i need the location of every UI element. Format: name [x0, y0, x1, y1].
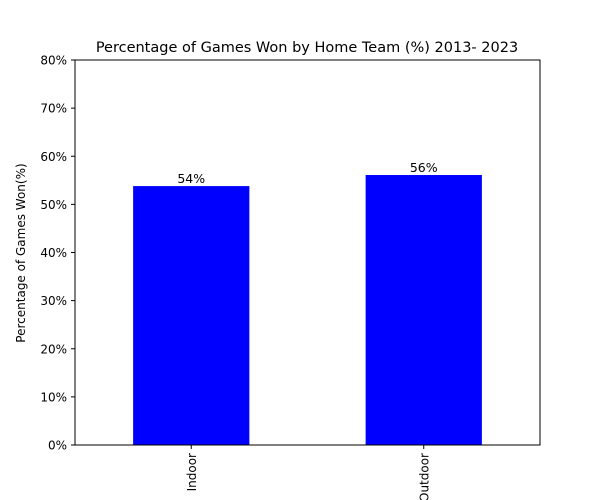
y-tick-label: 20% — [40, 342, 67, 356]
bars-group: 54% 56% — [133, 160, 482, 446]
y-tick-label: 0% — [48, 439, 67, 453]
plot-frame — [74, 59, 541, 446]
bar — [133, 186, 250, 445]
y-tick-label: 40% — [40, 246, 67, 260]
bar-value-label: 54% — [177, 171, 205, 186]
x-tick-label: Indoor — [185, 453, 199, 491]
y-tick-label: 30% — [40, 294, 67, 308]
y-tick-label: 50% — [40, 198, 67, 212]
y-tick-label: 60% — [40, 150, 67, 164]
chart-title: Percentage of Games Won by Home Team (%)… — [96, 40, 518, 56]
x-tick-label: Outdoor — [417, 453, 431, 500]
y-tick-label: 70% — [40, 102, 67, 116]
y-axis-label: Percentage of Games Won(%) — [14, 163, 28, 342]
y-tick-label: 10% — [40, 390, 67, 404]
y-tick-label: 80% — [40, 54, 67, 68]
bar — [365, 175, 482, 446]
bar-value-label: 56% — [410, 160, 438, 175]
y-axis: 0% 10% 20% 30% 40% 50% 60% 70% 80% — [40, 54, 75, 453]
x-axis: Indoor Outdoor — [185, 445, 431, 500]
